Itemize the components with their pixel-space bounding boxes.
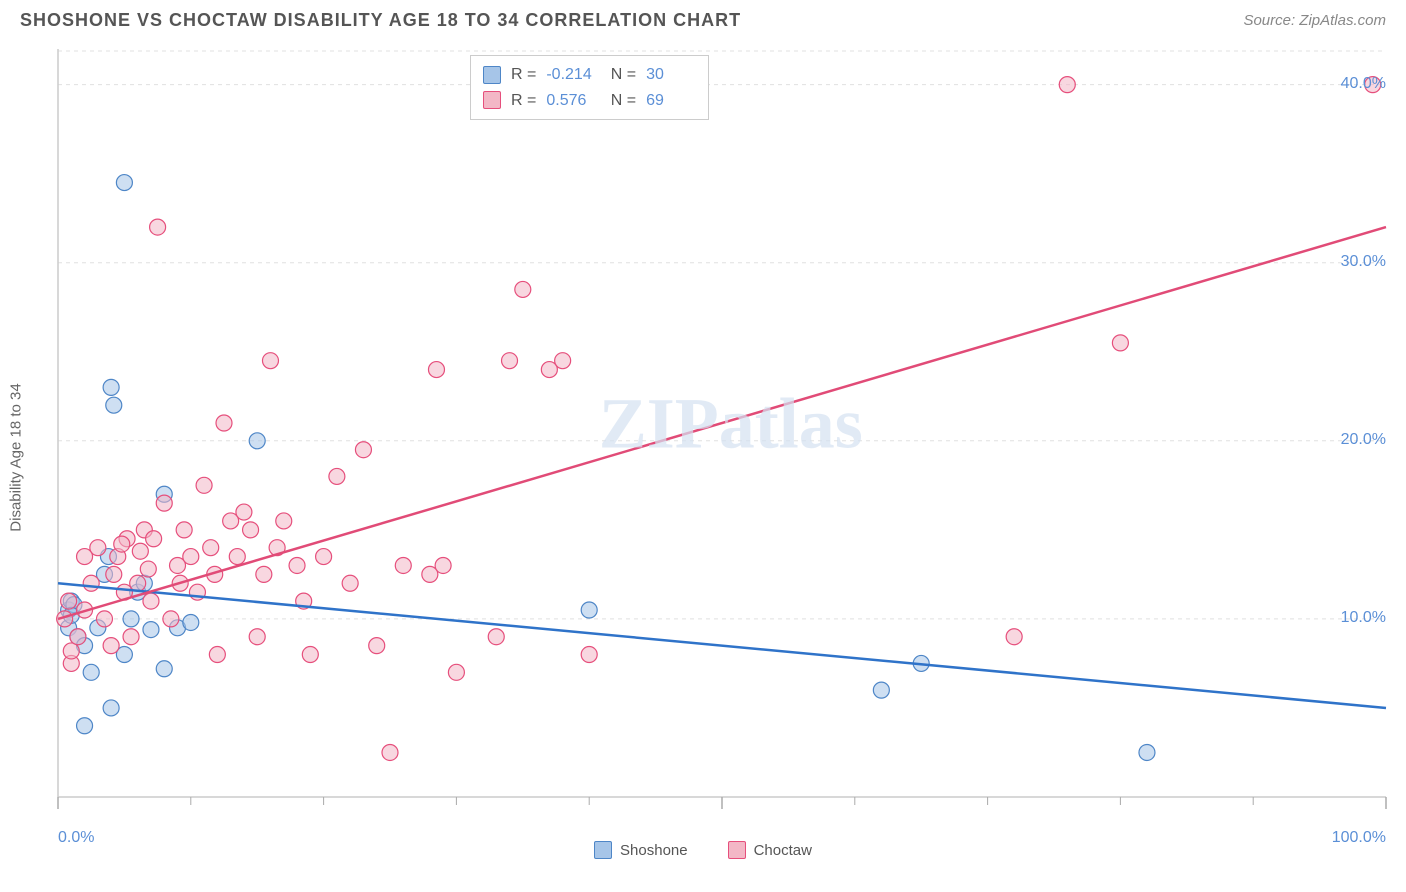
- legend-label: Shoshone: [620, 842, 688, 859]
- legend-item: Shoshone: [594, 841, 688, 859]
- correlation-legend: R = -0.214 N = 30 R = 0.576 N = 69: [470, 55, 709, 120]
- y-tick-label: 40.0%: [1341, 75, 1386, 93]
- y-axis-label: Disability Age 18 to 34: [8, 383, 25, 531]
- correlation-legend-row: R = 0.576 N = 69: [483, 88, 696, 114]
- chart-container: Disability Age 18 to 34 ZIPatlas R =-0.2…: [10, 39, 1396, 859]
- correlation-legend-row: R = -0.214 N = 30: [483, 62, 696, 88]
- r-label: R =: [511, 62, 536, 88]
- y-tick-label: 30.0%: [1341, 253, 1386, 271]
- chart-title: SHOSHONE VS CHOCTAW DISABILITY AGE 18 TO…: [20, 10, 741, 31]
- r-value: 0.576: [546, 88, 596, 114]
- legend-swatch: [483, 66, 501, 84]
- y-tick-label: 10.0%: [1341, 609, 1386, 627]
- y-tick-label: 20.0%: [1341, 431, 1386, 449]
- chart-source: Source: ZipAtlas.com: [1243, 12, 1386, 29]
- legend-label: Choctaw: [754, 842, 812, 859]
- r-value: -0.214: [546, 62, 596, 88]
- series-legend: Shoshone Choctaw: [10, 841, 1396, 859]
- n-label: N =: [606, 62, 636, 88]
- legend-swatch: [728, 841, 746, 859]
- n-label: N =: [606, 88, 636, 114]
- n-value: 69: [646, 88, 696, 114]
- n-value: 30: [646, 62, 696, 88]
- r-label: R =: [511, 88, 536, 114]
- scatter-chart: [10, 39, 1396, 859]
- legend-swatch: [483, 91, 501, 109]
- legend-item: Choctaw: [728, 841, 812, 859]
- legend-swatch: [594, 841, 612, 859]
- chart-header: SHOSHONE VS CHOCTAW DISABILITY AGE 18 TO…: [10, 10, 1396, 39]
